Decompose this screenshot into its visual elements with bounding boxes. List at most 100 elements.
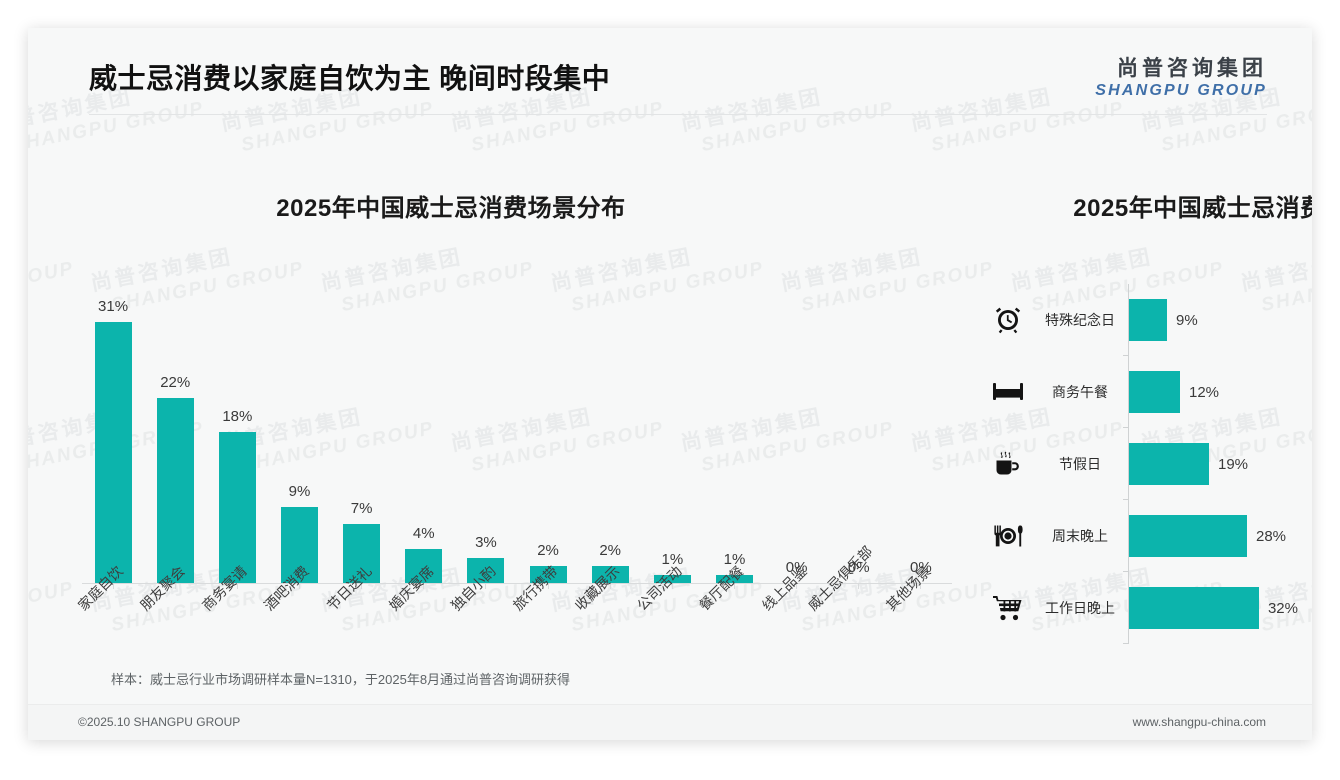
logo-chinese-text: 尚普咨询集团	[1117, 57, 1267, 80]
scenario-category-label: 公司活动	[634, 563, 703, 672]
timeslot-bar[interactable]	[1129, 587, 1259, 629]
scenario-axis-tick	[423, 583, 425, 589]
scenario-axis-tick	[858, 583, 860, 589]
scenario-bar-column[interactable]: 3%	[455, 298, 517, 589]
page-title: 威士忌消费以家庭自饮为主 晚间时段集中	[89, 63, 611, 94]
scenario-bar[interactable]	[94, 322, 132, 583]
scenario-bar-value-label: 7%	[350, 500, 373, 517]
shopping-cart-icon	[988, 588, 1028, 628]
scenario-bar-column[interactable]: 0%	[828, 298, 890, 589]
scenario-category-label: 收藏展示	[572, 563, 641, 672]
scenario-bar-column[interactable]: 1%	[641, 298, 703, 589]
timeslot-row[interactable]: 周末晚上 28%	[968, 500, 1298, 572]
scenario-category-label: 独自小酌	[448, 563, 517, 672]
timeslot-bar-wrap: 12%	[1129, 371, 1298, 413]
scenario-bar-value-label: 0%	[847, 559, 870, 576]
footer-website: www.shangpu-china.com	[1132, 715, 1266, 729]
bed-icon	[988, 372, 1028, 412]
timeslot-bar-wrap: 19%	[1129, 443, 1298, 485]
scenario-axis-tick	[920, 583, 922, 589]
timeslot-bar[interactable]	[1129, 371, 1180, 413]
timeslot-row[interactable]: 工作日晚上 32%	[968, 572, 1298, 644]
scenario-bar-column[interactable]: 0%	[890, 298, 952, 589]
scenario-category-label: 朋友聚会	[137, 563, 206, 672]
timeslot-chart-axis	[1128, 284, 1129, 644]
slide-header: 威士忌消费以家庭自饮为主 晚间时段集中 尚普咨询集团 SHANGPU GROUP	[28, 28, 1312, 122]
timeslot-category-label: 工作日晚上	[1045, 600, 1115, 616]
scenario-bar[interactable]	[405, 549, 443, 583]
scenario-bar-column[interactable]: 2%	[579, 298, 641, 589]
scenario-bar-value-label: 9%	[288, 483, 311, 500]
scenario-axis-tick	[796, 583, 798, 589]
scenario-category-label: 餐厅配餐	[696, 563, 765, 672]
scenario-bar-column[interactable]: 22%	[144, 298, 206, 589]
timeslot-chart-title: 2025年中国威士忌消费时段分布	[1073, 195, 1312, 222]
logo-english-text: SHANGPU GROUP	[1095, 82, 1267, 100]
scenario-bar[interactable]	[653, 575, 691, 583]
timeslot-bar[interactable]	[1129, 515, 1247, 557]
scenario-bar-column[interactable]: 18%	[206, 298, 268, 589]
timeslot-row[interactable]: 节假日 19%	[968, 428, 1298, 500]
scenario-category-labels: 家庭自饮 朋友聚会 商务宴请 酒吧消费 节日送礼 婚庆宴席 独自小酌 旅行携带 收藏展示 公司活动…	[75, 543, 952, 672]
scenario-axis-tick	[485, 583, 487, 589]
timeslot-axis-tick	[1123, 499, 1129, 500]
scenario-bar-value-label: 2%	[599, 542, 622, 559]
scenario-bar[interactable]	[529, 566, 567, 583]
scenario-bar[interactable]	[218, 432, 256, 583]
scenario-chart-panel: 2025年中国威士忌消费场景分布 31% 22% 18% 9% 7% 4% 3% 2% 2% 1%…	[46, 148, 956, 668]
scenario-bar-value-label: 31%	[98, 298, 129, 315]
scenario-bar[interactable]	[343, 524, 381, 583]
alarm-clock-icon	[988, 300, 1028, 340]
footer-copyright: ©2025.10 SHANGPU GROUP	[78, 715, 241, 729]
timeslot-row[interactable]: 商务午餐 12%	[968, 356, 1298, 428]
scenario-bar[interactable]	[715, 575, 753, 583]
scenario-axis-tick	[112, 583, 114, 589]
scenario-bar-value-label: 22%	[160, 374, 191, 391]
scenario-bar-column[interactable]: 4%	[393, 298, 455, 589]
scenario-category-label: 节日送礼	[323, 563, 393, 672]
scenario-chart-baseline	[82, 583, 952, 584]
scenario-category-label: 商务宴请	[199, 563, 268, 672]
scenario-bar[interactable]	[280, 507, 318, 583]
scenario-bar-column[interactable]: 9%	[268, 298, 330, 589]
timeslot-category-label: 节假日	[1059, 456, 1101, 472]
timeslot-row[interactable]: 特殊纪念日 9%	[968, 284, 1298, 356]
timeslot-category-label: 特殊纪念日	[1045, 312, 1115, 328]
scenario-bar-chart: 31% 22% 18% 9% 7% 4% 3% 2% 2% 1% 1% 0% 0% 0%	[82, 298, 952, 589]
scenario-bar-column[interactable]: 31%	[82, 298, 144, 589]
scenario-bar[interactable]	[156, 398, 194, 583]
scenario-bar-value-label: 3%	[475, 534, 497, 551]
scenario-chart-title: 2025年中国威士忌消费场景分布	[276, 195, 626, 222]
scenario-bar-column[interactable]: 0%	[766, 298, 828, 589]
scenario-bar-value-label: 0%	[910, 559, 932, 576]
scenario-category-label: 其他场景	[883, 563, 952, 672]
dinner-plate-icon	[988, 516, 1028, 556]
scenario-axis-tick	[361, 583, 363, 589]
timeslot-value-label: 32%	[1267, 599, 1298, 617]
coffee-mug-icon	[988, 444, 1028, 484]
timeslot-chart-panel: 2025年中国威士忌消费时段分布 特殊纪念日 9% 商务午餐 12% 节假日 19% 周末晚…	[958, 148, 1312, 668]
scenario-axis-tick	[174, 583, 176, 589]
timeslot-axis-tick	[1123, 643, 1129, 644]
scenario-bar[interactable]	[591, 566, 629, 583]
timeslot-bar[interactable]	[1129, 299, 1167, 341]
timeslot-axis-tick	[1123, 427, 1129, 428]
scenario-category-label: 威士忌俱乐部	[804, 543, 890, 672]
sample-footnote: 样本：威士忌行业市场调研样本量N=1310，于2025年8月通过尚普咨询调研获得	[111, 672, 571, 687]
scenario-category-label: 婚庆宴席	[386, 563, 455, 672]
scenario-bar-column[interactable]: 2%	[517, 298, 579, 589]
scenario-axis-tick	[547, 583, 549, 589]
timeslot-bar-wrap: 9%	[1129, 299, 1298, 341]
timeslot-bar[interactable]	[1129, 443, 1209, 485]
scenario-axis-tick	[236, 583, 238, 589]
timeslot-category-label: 周末晚上	[1052, 528, 1108, 544]
timeslot-bar-wrap: 32%	[1129, 587, 1298, 629]
scenario-bar-column[interactable]: 7%	[331, 298, 393, 589]
timeslot-axis-tick	[1123, 355, 1129, 356]
timeslot-value-label: 19%	[1218, 455, 1249, 473]
timeslot-axis-tick	[1123, 571, 1129, 572]
scenario-bar-value-label: 2%	[537, 542, 559, 559]
scenario-bar[interactable]	[467, 558, 505, 583]
scenario-axis-tick	[609, 583, 611, 589]
scenario-bar-column[interactable]: 1%	[703, 298, 765, 589]
